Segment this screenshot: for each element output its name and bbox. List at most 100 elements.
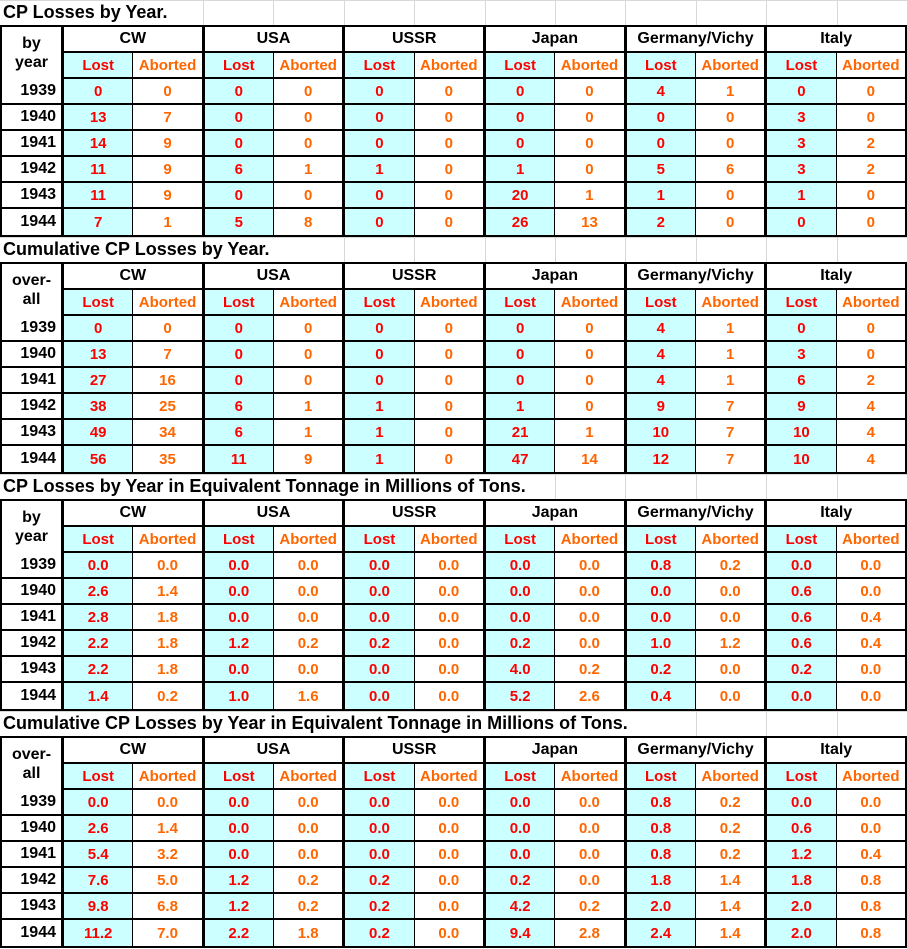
lost-header-cell[interactable]: Lost xyxy=(64,764,134,788)
aborted-value-cell[interactable]: 0 xyxy=(414,79,486,103)
aborted-value-cell[interactable]: 1 xyxy=(273,394,346,418)
aborted-value-cell[interactable]: 0.0 xyxy=(414,894,486,918)
aborted-value-cell[interactable]: 0 xyxy=(414,131,486,155)
aborted-value-cell[interactable]: 0.0 xyxy=(695,657,768,681)
aborted-header-cell[interactable]: Aborted xyxy=(836,527,905,551)
lost-value-cell[interactable]: 1.2 xyxy=(204,894,274,918)
aborted-value-cell[interactable]: 0.4 xyxy=(836,631,905,655)
aborted-value-cell[interactable]: 0 xyxy=(836,79,905,103)
country-header-cell-italy[interactable]: Italy xyxy=(767,738,906,762)
lost-value-cell[interactable]: 0.0 xyxy=(345,605,415,629)
table-title[interactable]: CP Losses by Year in Equivalent Tonnage … xyxy=(0,474,535,499)
lost-value-cell[interactable]: 1.2 xyxy=(767,842,837,866)
lost-value-cell[interactable]: 0.6 xyxy=(767,579,837,603)
aborted-value-cell[interactable]: 0.8 xyxy=(836,868,905,892)
aborted-value-cell[interactable]: 5.0 xyxy=(133,868,205,892)
aborted-value-cell[interactable]: 0 xyxy=(414,394,486,418)
lost-value-cell[interactable]: 26 xyxy=(485,209,556,235)
aborted-value-cell[interactable]: 0.4 xyxy=(836,605,905,629)
lost-value-cell[interactable]: 0.2 xyxy=(626,657,696,681)
lost-value-cell[interactable]: 2.2 xyxy=(64,657,134,681)
aborted-value-cell[interactable]: 0.0 xyxy=(695,683,768,709)
lost-value-cell[interactable]: 10 xyxy=(626,420,696,444)
country-header-cell-usa[interactable]: USA xyxy=(204,501,346,525)
aborted-value-cell[interactable]: 6.8 xyxy=(133,894,205,918)
lost-value-cell[interactable]: 5 xyxy=(626,157,696,181)
lost-value-cell[interactable]: 9 xyxy=(767,394,837,418)
aborted-value-cell[interactable]: 0 xyxy=(273,131,346,155)
aborted-value-cell[interactable]: 0.8 xyxy=(836,894,905,918)
lost-value-cell[interactable]: 5 xyxy=(204,209,274,235)
lost-value-cell[interactable]: 0 xyxy=(485,105,556,129)
lost-value-cell[interactable]: 1 xyxy=(345,157,415,181)
year-cell[interactable]: 1944 xyxy=(2,683,64,709)
lost-value-cell[interactable]: 11 xyxy=(64,157,134,181)
lost-value-cell[interactable]: 0.0 xyxy=(767,790,837,814)
year-cell[interactable]: 1939 xyxy=(2,316,64,340)
aborted-header-cell[interactable]: Aborted xyxy=(414,527,486,551)
aborted-value-cell[interactable]: 0 xyxy=(695,209,768,235)
lost-value-cell[interactable]: 2.0 xyxy=(626,894,696,918)
aborted-value-cell[interactable]: 1.8 xyxy=(273,920,346,946)
aborted-value-cell[interactable]: 0 xyxy=(555,394,627,418)
aborted-value-cell[interactable]: 0 xyxy=(836,316,905,340)
aborted-header-cell[interactable]: Aborted xyxy=(555,527,627,551)
lost-header-cell[interactable]: Lost xyxy=(626,290,696,314)
lost-value-cell[interactable]: 10 xyxy=(767,446,837,472)
aborted-header-cell[interactable]: Aborted xyxy=(695,527,768,551)
aborted-value-cell[interactable]: 6 xyxy=(695,157,768,181)
table-title[interactable]: Cumulative CP Losses by Year in Equivale… xyxy=(0,711,637,736)
aborted-value-cell[interactable]: 0 xyxy=(273,79,346,103)
aborted-value-cell[interactable]: 0.0 xyxy=(836,553,905,577)
lost-value-cell[interactable]: 0.0 xyxy=(345,657,415,681)
lost-value-cell[interactable]: 0.2 xyxy=(345,894,415,918)
aborted-value-cell[interactable]: 0 xyxy=(414,105,486,129)
lost-value-cell[interactable]: 13 xyxy=(64,105,134,129)
lost-value-cell[interactable]: 11 xyxy=(204,446,274,472)
lost-value-cell[interactable]: 0 xyxy=(204,183,274,207)
year-cell[interactable]: 1939 xyxy=(2,79,64,103)
aborted-value-cell[interactable]: 9 xyxy=(133,183,205,207)
lost-value-cell[interactable]: 0.0 xyxy=(204,816,274,840)
aborted-value-cell[interactable]: 0.0 xyxy=(414,920,486,946)
aborted-header-cell[interactable]: Aborted xyxy=(555,764,627,788)
lost-value-cell[interactable]: 7.6 xyxy=(64,868,134,892)
lost-value-cell[interactable]: 2.6 xyxy=(64,816,134,840)
year-cell[interactable]: 1939 xyxy=(2,553,64,577)
aborted-value-cell[interactable]: 0 xyxy=(555,157,627,181)
aborted-value-cell[interactable]: 34 xyxy=(133,420,205,444)
lost-value-cell[interactable]: 0 xyxy=(767,316,837,340)
aborted-value-cell[interactable]: 1 xyxy=(695,368,768,392)
year-cell[interactable]: 1941 xyxy=(2,131,64,155)
lost-value-cell[interactable]: 0 xyxy=(345,131,415,155)
year-cell[interactable]: 1941 xyxy=(2,605,64,629)
aborted-header-cell[interactable]: Aborted xyxy=(836,290,905,314)
aborted-value-cell[interactable]: 1.8 xyxy=(133,605,205,629)
table-title[interactable]: CP Losses by Year. xyxy=(0,0,177,25)
lost-value-cell[interactable]: 0.0 xyxy=(345,816,415,840)
aborted-header-cell[interactable]: Aborted xyxy=(414,290,486,314)
aborted-value-cell[interactable]: 7.0 xyxy=(133,920,205,946)
aborted-header-cell[interactable]: Aborted xyxy=(836,764,905,788)
aborted-value-cell[interactable]: 0 xyxy=(273,105,346,129)
lost-value-cell[interactable]: 11 xyxy=(64,183,134,207)
lost-value-cell[interactable]: 1 xyxy=(626,183,696,207)
lost-value-cell[interactable]: 1.4 xyxy=(64,683,134,709)
aborted-value-cell[interactable]: 0.0 xyxy=(273,657,346,681)
lost-value-cell[interactable]: 0.0 xyxy=(345,579,415,603)
lost-value-cell[interactable]: 1 xyxy=(345,420,415,444)
country-header-cell-germany-vichy[interactable]: Germany/Vichy xyxy=(626,738,768,762)
aborted-value-cell[interactable]: 0 xyxy=(836,183,905,207)
lost-header-cell[interactable]: Lost xyxy=(345,764,415,788)
aborted-value-cell[interactable]: 0 xyxy=(414,209,486,235)
aborted-value-cell[interactable]: 0.0 xyxy=(414,790,486,814)
lost-value-cell[interactable]: 4 xyxy=(626,316,696,340)
aborted-value-cell[interactable]: 0.0 xyxy=(836,683,905,709)
aborted-value-cell[interactable]: 0.0 xyxy=(414,631,486,655)
lost-value-cell[interactable]: 4.0 xyxy=(485,657,556,681)
lost-header-cell[interactable]: Lost xyxy=(345,527,415,551)
lost-value-cell[interactable]: 13 xyxy=(64,342,134,366)
lost-value-cell[interactable]: 0.0 xyxy=(345,553,415,577)
year-header-cell[interactable]: by year xyxy=(2,501,64,553)
year-cell[interactable]: 1940 xyxy=(2,342,64,366)
